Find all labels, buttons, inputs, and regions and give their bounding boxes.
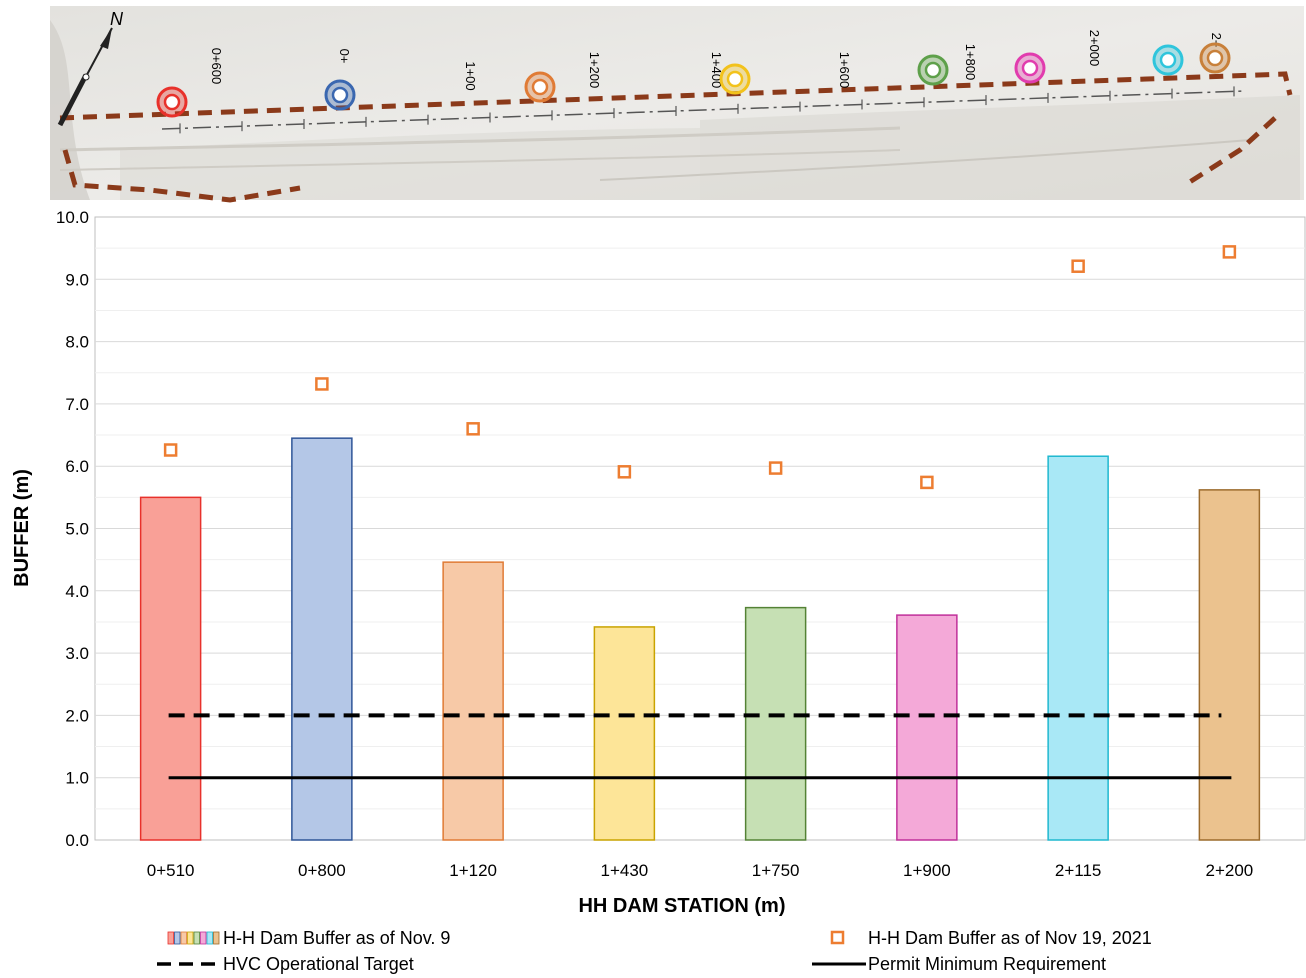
legend-label-permit: Permit Minimum Requirement — [868, 954, 1106, 974]
map-station-marker-icon — [156, 86, 188, 118]
y-tick-label: 9.0 — [65, 270, 89, 289]
map-station-marker-icon — [917, 54, 949, 86]
y-tick-label: 7.0 — [65, 395, 89, 414]
legend-label-target: HVC Operational Target — [223, 954, 414, 974]
map-station-marker-icon — [1199, 42, 1231, 74]
y-tick-label: 8.0 — [65, 333, 89, 352]
y-tick-label: 2.0 — [65, 706, 89, 725]
centerline — [161, 90, 1246, 130]
legend-bar-swatch — [167, 931, 220, 945]
x-tick-label: 1+900 — [903, 861, 951, 880]
nov19-point-1+120 — [466, 422, 480, 436]
map-station-label: 2+000 — [1087, 30, 1102, 67]
y-tick-label: 0.0 — [65, 831, 89, 850]
legend-bar-stripe — [167, 931, 174, 945]
map-station-marker-icon — [524, 71, 556, 103]
map-station-marker-icon — [324, 79, 356, 111]
nov19-point-2+200 — [1222, 245, 1237, 259]
y-tick-label: 10.0 — [56, 208, 89, 227]
legend-bar-stripe — [200, 931, 207, 945]
map-station-label: 1+600 — [837, 52, 852, 89]
legend-bar-stripe — [193, 931, 200, 945]
nov19-point-1+430 — [617, 465, 632, 479]
legend-bar-stripe — [206, 931, 213, 945]
legend: H-H Dam Buffer as of Nov. 9 H-H Dam Buff… — [157, 928, 1152, 974]
nov19-point-0+510 — [163, 443, 178, 457]
map-station-label: 0+600 — [209, 48, 224, 85]
legend-bar-stripe — [174, 931, 181, 945]
nov19-point-1+900 — [920, 475, 934, 490]
bar-1+430 — [593, 626, 656, 841]
bar-1+900 — [896, 614, 958, 841]
legend-item-permit: Permit Minimum Requirement — [812, 954, 1106, 974]
map-station-marker-icon — [1014, 52, 1046, 84]
bar-0+510 — [139, 496, 202, 841]
y-tick-label: 5.0 — [65, 520, 89, 539]
legend-bar-stripe — [180, 931, 187, 945]
legend-label-bar: H-H Dam Buffer as of Nov. 9 — [223, 928, 450, 948]
y-tick-label: 6.0 — [65, 457, 89, 476]
map-station-marker-icon — [1152, 44, 1184, 76]
x-tick-label: 0+800 — [298, 861, 346, 880]
legend-scatter-swatch — [830, 930, 845, 945]
x-tick-label: 0+510 — [147, 861, 195, 880]
x-tick-label: 1+120 — [449, 861, 497, 880]
nov19-point-2+115 — [1071, 259, 1085, 273]
site-map: 0+600 0+1+00 1+200 1+400 1+600 1+800 2+000 2+ N — [50, 6, 1304, 203]
legend-item-bar: H-H Dam Buffer as of Nov. 9 — [167, 928, 450, 948]
map-station-label: 1+00 — [463, 61, 478, 90]
map-station-label: 1+800 — [963, 44, 978, 81]
y-tick-label: 1.0 — [65, 769, 89, 788]
nov19-point-1+750 — [768, 461, 783, 475]
y-tick-label: 3.0 — [65, 644, 89, 663]
x-tick-label: 2+115 — [1055, 861, 1101, 880]
legend-bar-stripe — [187, 931, 194, 945]
nov19-point-0+800 — [315, 377, 329, 391]
bar-2+115 — [1047, 455, 1109, 841]
legend-item-scatter: H-H Dam Buffer as of Nov 19, 2021 — [830, 928, 1152, 948]
x-axis-label: HH DAM STATION (m) — [578, 895, 785, 917]
map-station-label: 1+200 — [587, 52, 602, 89]
legend-bar-stripe — [213, 931, 220, 945]
bar-2+200 — [1198, 489, 1261, 841]
north-label: N — [110, 9, 124, 29]
bar-1+750 — [744, 606, 807, 841]
x-tick-label: 1+430 — [601, 861, 649, 880]
bar-0+800 — [291, 437, 353, 841]
x-tick-label: 1+750 — [752, 861, 800, 880]
map-station-label: 0+ — [337, 49, 352, 64]
legend-item-target: HVC Operational Target — [157, 954, 414, 974]
y-tick-label: 4.0 — [65, 582, 89, 601]
legend-label-scatter: H-H Dam Buffer as of Nov 19, 2021 — [868, 928, 1152, 948]
x-tick-label: 2+200 — [1206, 861, 1254, 880]
y-axis-label: BUFFER (m) — [11, 469, 33, 587]
boundary-line — [59, 71, 1293, 121]
map-station-marker-icon — [719, 63, 751, 95]
north-arrow-icon — [57, 27, 113, 127]
bar-1+120 — [442, 561, 504, 841]
